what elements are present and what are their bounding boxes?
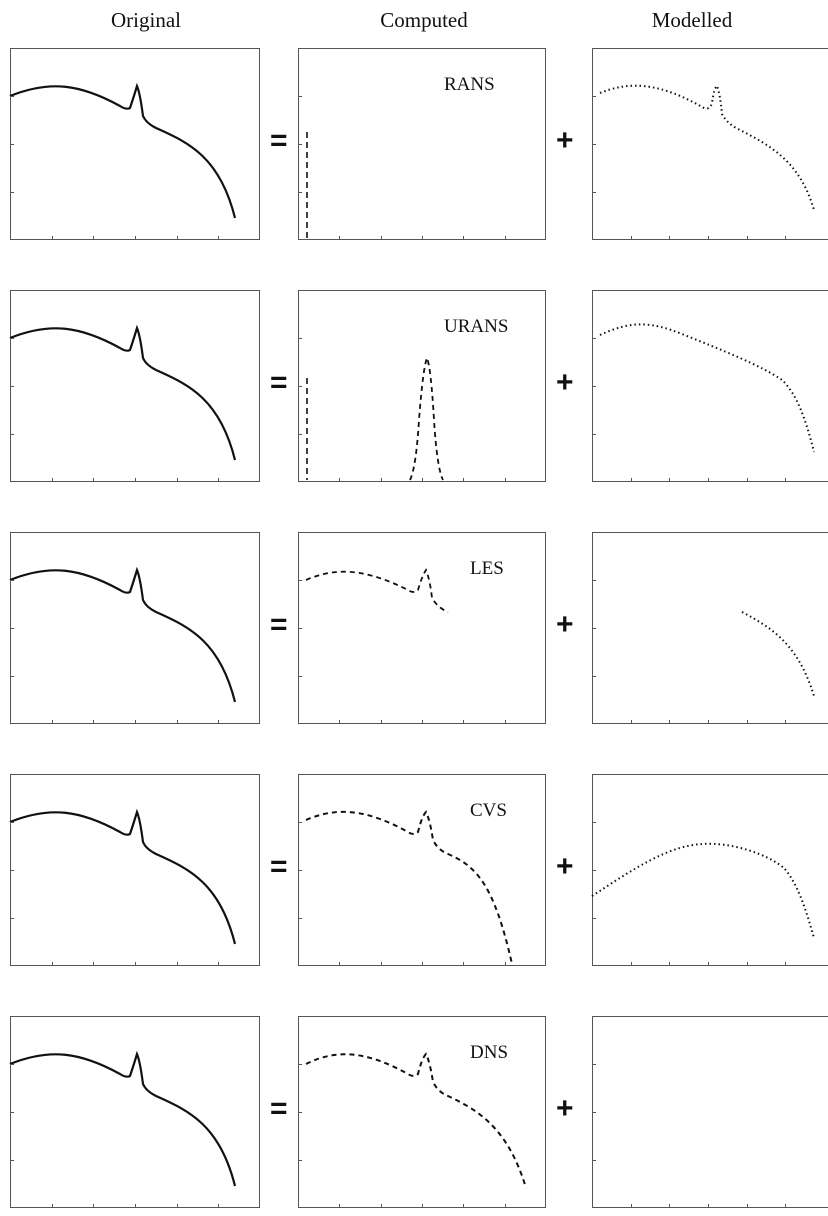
row-cvs: = CVS + bbox=[0, 774, 828, 974]
equals-sign: = bbox=[270, 852, 288, 882]
original-curve bbox=[10, 570, 235, 702]
modelled-spectrum-plot bbox=[592, 1016, 824, 1208]
original-curve bbox=[10, 328, 235, 460]
original-spectrum-plot bbox=[10, 48, 260, 240]
plus-sign: + bbox=[556, 126, 574, 156]
row-les: = LES + bbox=[0, 532, 828, 732]
panel-computed: URANS bbox=[298, 290, 546, 482]
original-spectrum-plot bbox=[10, 774, 260, 966]
panel-computed: LES bbox=[298, 532, 546, 724]
plot-frame bbox=[11, 49, 260, 240]
computed-spectrum-plot bbox=[298, 532, 546, 724]
modelled-curve bbox=[742, 612, 814, 696]
panel-modelled bbox=[592, 48, 824, 240]
plot-frame bbox=[299, 533, 546, 724]
computed-spectrum-plot bbox=[298, 1016, 546, 1208]
equals-sign: = bbox=[270, 1094, 288, 1124]
modelled-curve bbox=[592, 844, 814, 938]
row-rans: = RANS + bbox=[0, 48, 828, 248]
plot-frame bbox=[593, 1017, 828, 1208]
column-header-original: Original bbox=[46, 8, 246, 33]
column-header-computed: Computed bbox=[324, 8, 524, 33]
plot-frame bbox=[593, 49, 828, 240]
equals-sign: = bbox=[270, 368, 288, 398]
row-dns: = DNS + bbox=[0, 1016, 828, 1216]
computed-peak-curve bbox=[410, 358, 443, 480]
panel-original bbox=[10, 290, 260, 482]
original-spectrum-plot bbox=[10, 1016, 260, 1208]
panel-modelled bbox=[592, 532, 824, 724]
plot-frame bbox=[11, 533, 260, 724]
panel-original bbox=[10, 532, 260, 724]
panel-computed: CVS bbox=[298, 774, 546, 966]
plus-sign: + bbox=[556, 610, 574, 640]
equals-sign: = bbox=[270, 610, 288, 640]
plot-frame bbox=[11, 291, 260, 482]
original-spectrum-plot bbox=[10, 532, 260, 724]
panel-modelled bbox=[592, 774, 824, 966]
computed-spectrum-plot bbox=[298, 774, 546, 966]
plot-frame bbox=[593, 533, 828, 724]
method-label-urans: URANS bbox=[444, 316, 508, 338]
computed-curve bbox=[306, 812, 512, 964]
method-label-les: LES bbox=[470, 558, 504, 580]
modelled-spectrum-plot bbox=[592, 774, 824, 966]
panel-original bbox=[10, 48, 260, 240]
original-spectrum-plot bbox=[10, 290, 260, 482]
computed-curve bbox=[306, 1054, 526, 1188]
plot-frame bbox=[593, 775, 828, 966]
plot-frame bbox=[593, 291, 828, 482]
modelled-spectrum-plot bbox=[592, 290, 824, 482]
column-header-modelled: Modelled bbox=[592, 8, 792, 33]
computed-spectrum-plot bbox=[298, 290, 546, 482]
panel-modelled bbox=[592, 290, 824, 482]
method-label-cvs: CVS bbox=[470, 800, 507, 822]
panel-computed: DNS bbox=[298, 1016, 546, 1208]
equals-sign: = bbox=[270, 126, 288, 156]
computed-curve bbox=[306, 570, 448, 612]
panel-computed: RANS bbox=[298, 48, 546, 240]
row-urans: = URANS + bbox=[0, 290, 828, 490]
panel-original bbox=[10, 1016, 260, 1208]
original-curve bbox=[10, 86, 235, 218]
plus-sign: + bbox=[556, 1094, 574, 1124]
plot-frame bbox=[299, 49, 546, 240]
original-curve bbox=[10, 1054, 235, 1186]
modelled-spectrum-plot bbox=[592, 532, 824, 724]
plot-frame bbox=[11, 1017, 260, 1208]
plot-frame bbox=[11, 775, 260, 966]
plot-frame bbox=[299, 1017, 546, 1208]
modelled-spectrum-plot bbox=[592, 48, 824, 240]
plus-sign: + bbox=[556, 368, 574, 398]
method-label-dns: DNS bbox=[470, 1042, 508, 1064]
method-label-rans: RANS bbox=[444, 74, 495, 96]
modelled-curve bbox=[600, 324, 814, 452]
plot-frame bbox=[299, 775, 546, 966]
panel-modelled bbox=[592, 1016, 824, 1208]
computed-spectrum-plot bbox=[298, 48, 546, 240]
original-curve bbox=[10, 812, 235, 944]
panel-original bbox=[10, 774, 260, 966]
plus-sign: + bbox=[556, 852, 574, 882]
modelled-curve bbox=[600, 86, 814, 210]
